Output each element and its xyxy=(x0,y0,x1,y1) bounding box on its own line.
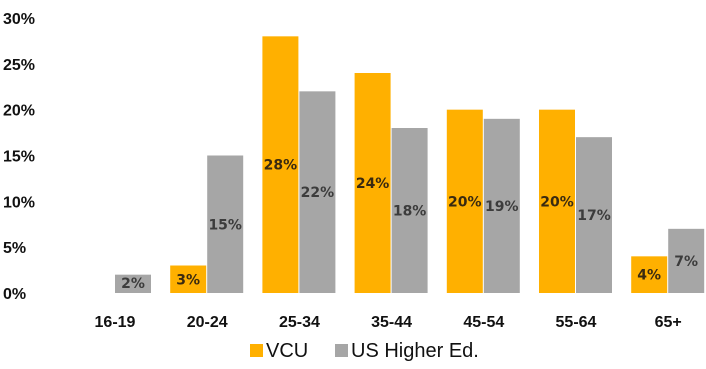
data-label: 4% xyxy=(637,268,661,284)
y-tick-label: 25% xyxy=(3,57,35,74)
y-tick-label: 20% xyxy=(3,103,35,120)
y-tick-label: 15% xyxy=(3,149,35,166)
us-higher-ed-bar xyxy=(483,118,520,293)
x-category-label: 25-34 xyxy=(279,314,320,331)
data-label: 24% xyxy=(356,176,390,192)
x-category-label: 45-54 xyxy=(463,314,504,331)
vcu-bar xyxy=(446,109,483,294)
vcu-bar xyxy=(170,265,207,293)
data-label: 22% xyxy=(301,185,335,201)
x-category-label: 16-19 xyxy=(95,314,136,331)
vcu-bar xyxy=(539,109,575,294)
x-category-label: 55-64 xyxy=(556,314,597,331)
us-higher-ed-bar xyxy=(576,137,612,293)
data-label: 17% xyxy=(577,208,611,224)
x-category-label: 35-44 xyxy=(371,314,412,331)
data-label: 19% xyxy=(485,199,519,215)
legend-swatch-us-higher-ed xyxy=(335,344,348,357)
data-label: 18% xyxy=(393,204,427,220)
data-label: 3% xyxy=(176,272,200,288)
x-category-label: 65+ xyxy=(655,314,682,331)
data-label: 20% xyxy=(448,194,482,210)
us-higher-ed-bar xyxy=(668,228,705,293)
legend-label-vcu: VCU xyxy=(266,340,308,362)
x-category-label: 20-24 xyxy=(187,314,228,331)
data-label: 28% xyxy=(264,158,298,174)
us-higher-ed-bar xyxy=(115,274,151,293)
y-tick-label: 5% xyxy=(3,240,26,257)
vcu-bar xyxy=(262,36,299,293)
data-label: 20% xyxy=(540,194,574,210)
vcu-bar xyxy=(354,73,391,293)
data-label: 2% xyxy=(121,276,145,292)
legend-label-us-higher-ed: US Higher Ed. xyxy=(351,340,479,362)
vcu-bar xyxy=(631,256,668,293)
y-tick-label: 10% xyxy=(3,194,35,211)
y-tick-label: 0% xyxy=(3,286,26,303)
legend-swatch-vcu xyxy=(250,344,263,357)
us-higher-ed-bar xyxy=(391,128,428,293)
y-tick-label: 30% xyxy=(3,11,35,28)
data-label: 15% xyxy=(208,217,242,233)
data-label: 7% xyxy=(674,254,698,270)
us-higher-ed-bar xyxy=(207,155,244,293)
us-higher-ed-bar xyxy=(299,91,336,293)
